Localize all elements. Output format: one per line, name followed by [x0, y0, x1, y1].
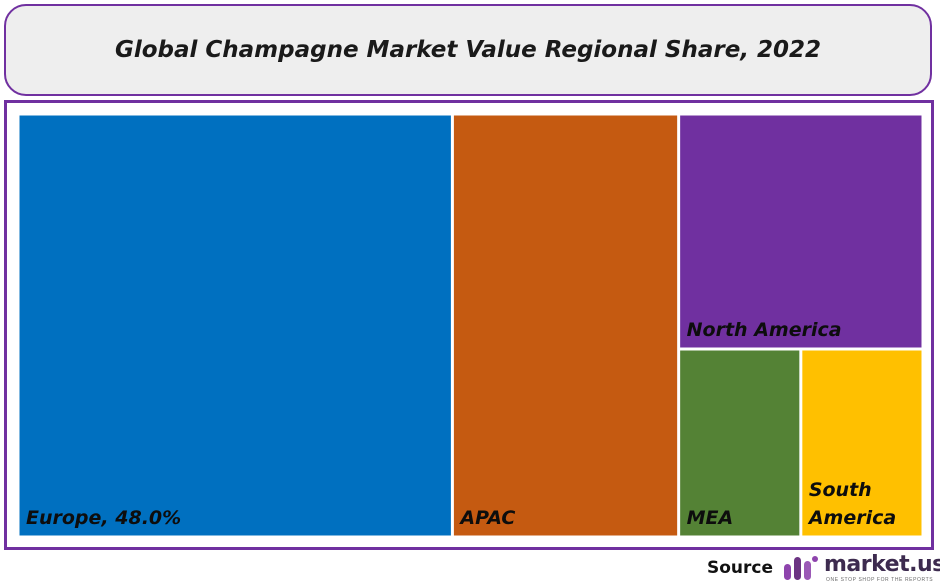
- treemap-tile-europe[interactable]: Europe, 48.0%: [19, 115, 451, 536]
- market-us-logo-icon: [784, 556, 818, 580]
- chart-title-box: Global Champagne Market Value Regional S…: [4, 4, 932, 96]
- market-us-logo-tagline: ONE STOP SHOP FOR THE REPORTS: [826, 577, 934, 583]
- treemap-frame: Europe, 48.0% APAC North America MEA South Am…: [4, 100, 934, 550]
- chart-title: Global Champagne Market Value Regional S…: [114, 37, 822, 63]
- treemap-label-south-america: South America: [807, 479, 896, 529]
- market-us-logo-text[interactable]: market.us: [824, 552, 940, 577]
- treemap-label-north-america: North America: [687, 319, 842, 341]
- treemap-rect-south-america[interactable]: [802, 350, 922, 536]
- treemap-label-apac: APAC: [458, 507, 515, 529]
- footer: Source market.us ONE STOP SHOP FOR THE R…: [0, 552, 940, 586]
- treemap-rect-europe[interactable]: [19, 115, 451, 536]
- treemap-tile-mea[interactable]: MEA: [680, 350, 800, 536]
- treemap-rect-apac[interactable]: [453, 115, 678, 536]
- treemap-tile-north-america[interactable]: North America: [680, 115, 922, 348]
- treemap-rect-north-america[interactable]: [680, 115, 922, 348]
- treemap-label-mea: MEA: [687, 507, 734, 529]
- treemap-label-europe: Europe, 48.0%: [26, 507, 181, 529]
- treemap-chart: Europe, 48.0% APAC North America MEA South Am…: [19, 115, 922, 536]
- treemap-rect-mea[interactable]: [680, 350, 800, 536]
- treemap-tile-south-america[interactable]: South America: [802, 350, 922, 536]
- source-label: Source: [707, 558, 774, 578]
- treemap-tile-apac[interactable]: APAC: [453, 115, 678, 536]
